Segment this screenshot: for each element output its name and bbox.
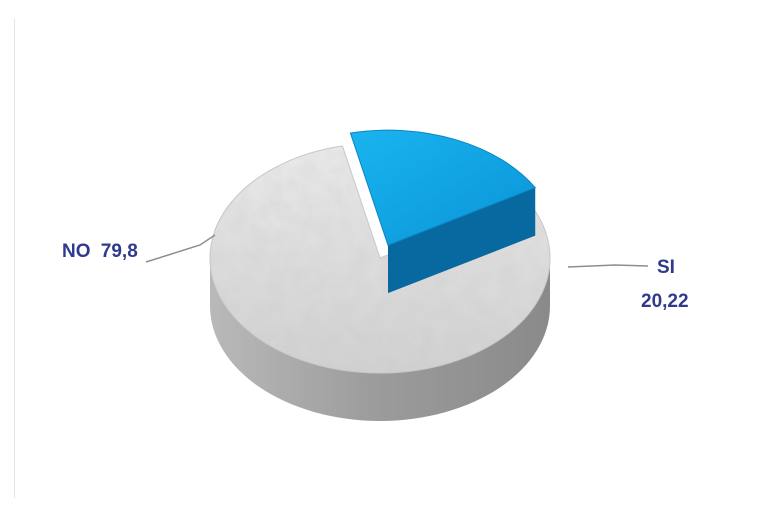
data-label-no: NO 79,8 bbox=[62, 241, 138, 262]
pie-slice-no-side bbox=[210, 258, 550, 421]
data-label-no-category: NO bbox=[62, 241, 91, 262]
pie-slice-si-wall bbox=[388, 187, 536, 294]
data-label-si-value: 20,22 bbox=[641, 291, 689, 312]
leader-line-no bbox=[145, 234, 216, 263]
data-label-si-category: SI bbox=[657, 257, 675, 278]
pie-slice-no bbox=[209, 145, 551, 421]
pie-slice-si bbox=[349, 129, 537, 294]
pie-slice-si-top bbox=[349, 129, 537, 246]
leader-line-si bbox=[567, 264, 649, 268]
data-label-no-value: 79,8 bbox=[101, 241, 138, 262]
frame-border-line bbox=[14, 18, 15, 498]
pie-slice-no-top bbox=[209, 145, 551, 374]
